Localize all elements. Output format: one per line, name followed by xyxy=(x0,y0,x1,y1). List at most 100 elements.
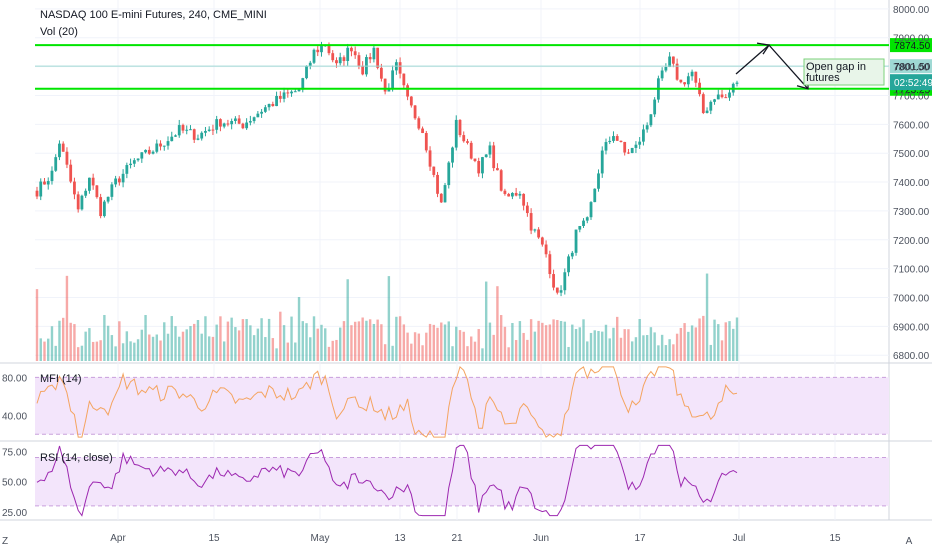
volume-bar xyxy=(571,324,574,361)
candle-body xyxy=(297,89,301,92)
volume-bar xyxy=(499,315,503,361)
price-tick-label: 8000.00 xyxy=(893,5,930,16)
volume-bar xyxy=(301,321,304,361)
annotation-box[interactable] xyxy=(803,58,885,86)
candle-body xyxy=(331,53,335,61)
volume-bar xyxy=(148,334,151,361)
volume-bar xyxy=(73,324,76,361)
countdown-box xyxy=(890,74,932,91)
candle-body xyxy=(544,244,548,255)
x-tick-label: 13 xyxy=(394,533,406,544)
volume-bar xyxy=(170,316,173,361)
candle-body xyxy=(525,205,529,214)
candle-body xyxy=(35,190,39,197)
volume-bar xyxy=(256,328,260,361)
volume-bar xyxy=(361,317,364,361)
volume-bar xyxy=(484,281,488,361)
volume-bar xyxy=(331,340,334,361)
volume-bar xyxy=(623,329,626,361)
volume-bar xyxy=(514,340,518,361)
candle-body xyxy=(226,123,230,125)
volume-bar xyxy=(698,318,701,361)
candle-body xyxy=(387,88,391,92)
candle-body xyxy=(668,56,672,68)
axis-settings-label[interactable]: A xyxy=(906,536,913,547)
candle-body xyxy=(383,78,387,92)
x-axis-ticks: Apr 15 May 13 21 Jun 17 Jul 15 A xyxy=(110,533,912,547)
candle-body xyxy=(589,202,593,218)
mfi-label: MFI (14) xyxy=(40,373,82,385)
candle-body xyxy=(76,194,80,210)
volume-bar xyxy=(428,323,432,361)
candle-body xyxy=(540,237,544,245)
volume-bar xyxy=(593,330,596,361)
volume-bar xyxy=(417,333,421,361)
volume-bar xyxy=(286,342,290,361)
volume-bar xyxy=(470,336,473,361)
candle-body xyxy=(683,82,686,85)
candle-body xyxy=(204,130,207,133)
volume-bar xyxy=(668,339,671,361)
volume-bar xyxy=(279,311,282,361)
candle-body xyxy=(653,99,657,115)
volume-bar xyxy=(166,333,170,361)
volume-bar xyxy=(511,323,514,361)
volume-bar xyxy=(601,331,604,361)
volume-bar xyxy=(713,319,716,361)
volume-bar xyxy=(316,328,319,361)
volume-bar xyxy=(507,347,510,361)
volume-bar xyxy=(619,337,623,361)
candle-body xyxy=(675,63,679,80)
x-tick-label: 15 xyxy=(208,533,220,544)
candle-body xyxy=(417,118,421,129)
volume-bar xyxy=(185,329,188,361)
volume-bar xyxy=(193,323,196,361)
volume-bar xyxy=(129,341,132,361)
candle-body xyxy=(432,166,436,175)
candle-body xyxy=(582,220,585,226)
volume-bar xyxy=(597,331,600,361)
volume-bar xyxy=(121,343,125,361)
candle-body xyxy=(132,160,136,164)
x-tick-label: Apr xyxy=(110,533,126,544)
candle-body xyxy=(260,111,263,114)
price-tick-label: 6900.00 xyxy=(893,322,930,333)
candle-body xyxy=(219,119,222,127)
candle-body xyxy=(69,164,73,182)
candle-body xyxy=(503,190,507,194)
volume-bar xyxy=(335,339,338,361)
x-tick-label: 15 xyxy=(829,533,841,544)
candle-body xyxy=(162,145,166,147)
volume-bar xyxy=(264,337,267,361)
price-tick-label: 7300.00 xyxy=(893,207,930,218)
candle-body xyxy=(372,47,376,60)
candle-body xyxy=(705,110,709,113)
candle-body xyxy=(106,196,110,202)
volume-bar xyxy=(732,328,735,361)
volume-bar xyxy=(425,332,428,361)
candle-body xyxy=(346,47,350,61)
candle-body xyxy=(634,144,638,148)
volume-bar xyxy=(80,345,84,361)
candle-body xyxy=(379,67,383,79)
volume-bar xyxy=(672,344,675,361)
volume-bar xyxy=(267,318,271,361)
indicator-pane: 80.00 40.00 xyxy=(2,365,889,438)
candle-body xyxy=(102,201,106,217)
volume-bar xyxy=(380,324,383,361)
volume-bar xyxy=(118,321,121,361)
candle-body xyxy=(114,178,118,185)
volume-bar xyxy=(642,335,645,361)
candle-body xyxy=(645,125,649,130)
candle-body xyxy=(424,133,428,151)
corner-left-label[interactable]: Z xyxy=(2,536,8,547)
candle-body xyxy=(439,193,443,203)
volume-bar xyxy=(421,345,424,361)
candle-body xyxy=(58,143,61,158)
volume-bar xyxy=(630,341,634,361)
candle-body xyxy=(709,101,713,111)
price-axis-ticks: 6800.00 6900.00 7000.00 7100.00 7200.00 7300.… xyxy=(893,5,930,362)
